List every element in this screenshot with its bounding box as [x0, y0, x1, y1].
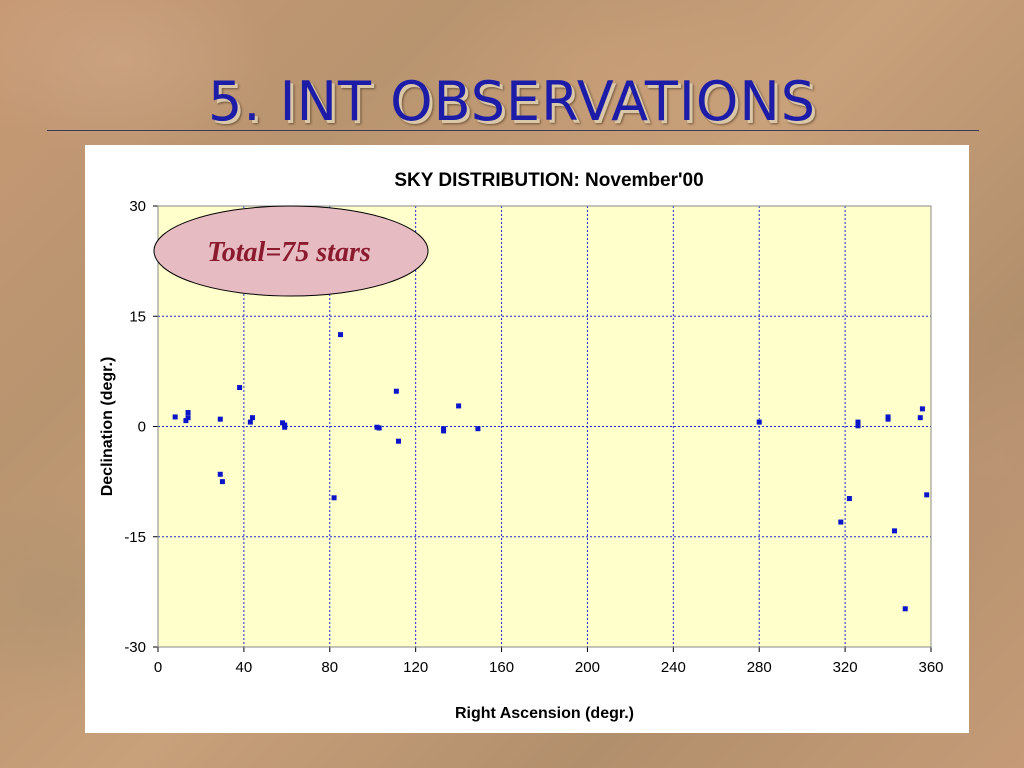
x-tick-label: 40 — [236, 659, 253, 676]
data-point — [756, 419, 762, 425]
data-point — [441, 428, 447, 434]
data-point — [924, 492, 930, 498]
data-point — [338, 332, 344, 338]
slide-title: 5. INT OBSERVATIONS — [207, 70, 817, 133]
sky-distribution-chart: SKY DISTRIBUTION: November'00 0 40 80 120 16… — [99, 170, 944, 722]
axes — [153, 205, 932, 652]
data-point — [249, 415, 255, 421]
x-tick-label: 200 — [575, 659, 600, 676]
data-point — [885, 416, 891, 422]
x-tick-label: 80 — [321, 659, 338, 676]
y-tick-label: 15 — [129, 308, 146, 325]
y-tick-label: 0 — [138, 419, 146, 436]
data-point — [376, 425, 382, 431]
data-point — [282, 424, 288, 430]
data-point — [237, 385, 243, 391]
data-point — [393, 388, 399, 394]
title-divider — [47, 130, 979, 131]
data-point — [838, 519, 844, 525]
tick-labels: 0 40 80 120 160 200 240 280 320 360 -30 -15 0 15 30 — [124, 198, 943, 676]
x-tick-label: 280 — [747, 659, 772, 676]
x-tick-label: 320 — [833, 659, 858, 676]
data-point — [217, 471, 223, 477]
plot-border — [157, 205, 932, 648]
data-point — [172, 414, 178, 420]
data-point — [846, 496, 852, 502]
x-tick-label: 0 — [154, 659, 162, 676]
data-point — [219, 479, 225, 485]
x-tick-label: 240 — [661, 659, 686, 676]
data-point — [185, 415, 191, 421]
x-tick-label: 160 — [489, 659, 514, 676]
annotation-label: Total=75 stars — [207, 237, 371, 268]
data-point — [919, 406, 925, 412]
y-tick-label: -15 — [124, 529, 146, 546]
data-point — [917, 415, 923, 421]
y-tick-label: -30 — [124, 639, 146, 656]
x-tick-label: 360 — [918, 659, 943, 676]
annotation: Total=75 stars — [153, 205, 429, 297]
y-tick-label: 30 — [129, 198, 146, 215]
y-axis-label: Declination (degr.) — [99, 357, 116, 497]
data-point — [475, 426, 481, 432]
data-point — [855, 423, 861, 429]
data-point — [395, 438, 401, 444]
data-points — [172, 332, 930, 612]
data-point — [217, 416, 223, 422]
annotation-ellipse — [153, 205, 429, 297]
data-point — [331, 495, 337, 501]
chart-panel: SKY DISTRIBUTION: November'00 0 40 80 120 16… — [85, 145, 969, 733]
data-point — [891, 528, 897, 534]
x-axis-label: Right Ascension (degr.) — [455, 705, 634, 722]
x-tick-label: 120 — [403, 659, 428, 676]
data-point — [185, 410, 191, 416]
data-point — [456, 403, 462, 409]
data-point — [247, 419, 253, 425]
data-point — [183, 418, 189, 424]
chart-title: SKY DISTRIBUTION: November'00 — [394, 170, 703, 191]
data-point — [902, 606, 908, 612]
